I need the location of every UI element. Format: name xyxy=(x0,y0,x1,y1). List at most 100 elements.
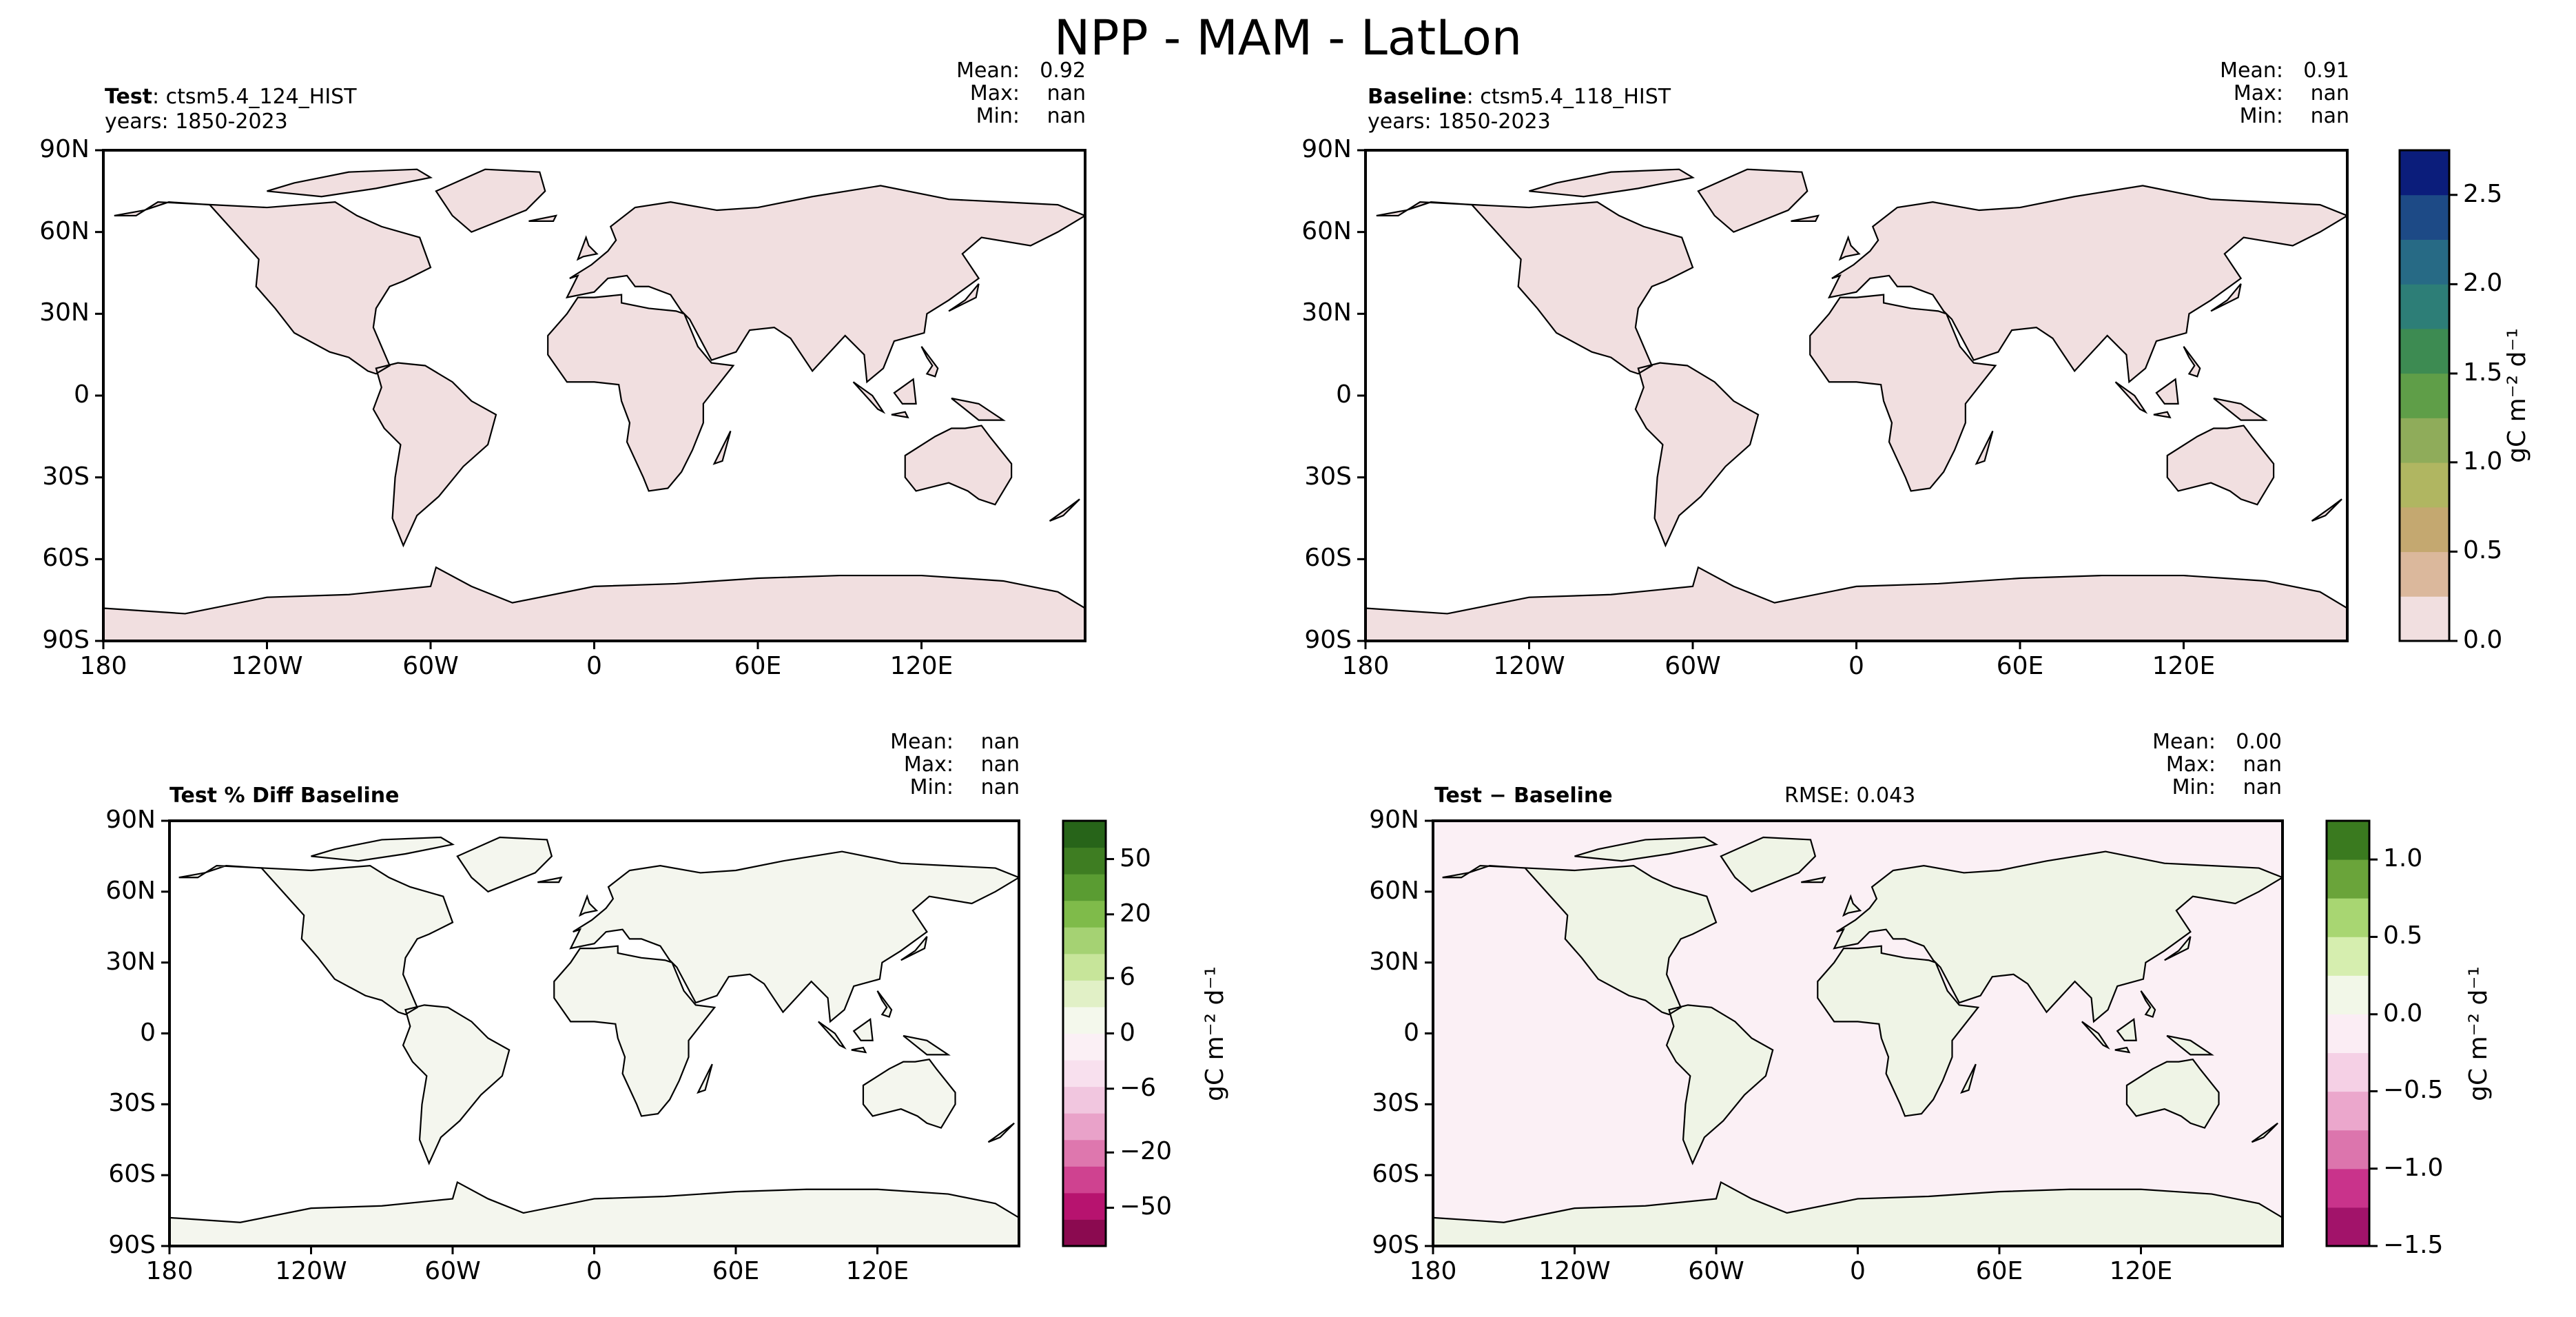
diff-rmse: RMSE: 0.043 xyxy=(1784,784,1916,808)
lon-tick-baseline-1: 120W xyxy=(1493,652,1565,680)
lat-tick-test-5: 60S xyxy=(42,544,90,573)
map-diff xyxy=(1425,819,2284,1254)
figure-title: NPP - MAM - LatLon xyxy=(1053,10,1523,66)
lon-tick-pct-2: 60W xyxy=(424,1257,481,1285)
map-pct xyxy=(161,819,1020,1254)
colorbar-swatch-pct-2 xyxy=(1063,1166,1106,1194)
colorbar-tick-seq-3: 1.0 xyxy=(2463,447,2503,476)
colorbar-frame-abs xyxy=(2325,819,2371,1247)
lat-tick-pct-1: 60N xyxy=(105,876,156,905)
colorbar-swatch-pct-8 xyxy=(1063,1006,1106,1034)
pct-stats: Mean: nan Max: nan Min: nan xyxy=(890,730,1020,799)
baseline-years: years: 1850-2023 xyxy=(1368,110,1551,134)
colorbar-swatch-abs-0 xyxy=(2327,1207,2369,1247)
lon-tick-test-0: 180 xyxy=(79,652,127,680)
colorbar-swatch-pct-9 xyxy=(1063,980,1106,1008)
lon-tick-pct-3: 0 xyxy=(586,1257,602,1285)
colorbar-swatch-seq-10 xyxy=(2400,150,2449,196)
colorbar-label-abs: gC m⁻² d⁻¹ xyxy=(2464,966,2493,1101)
lon-tick-baseline-4: 60E xyxy=(1996,652,2044,680)
lon-tick-pct-4: 60E xyxy=(712,1257,760,1285)
lon-tick-diff-4: 60E xyxy=(1975,1257,2023,1285)
lon-tick-test-4: 60E xyxy=(734,652,782,680)
colorbar-swatch-pct-14 xyxy=(1063,847,1106,875)
map-test xyxy=(95,149,1086,649)
lat-tick-diff-6: 90S xyxy=(1372,1231,1419,1259)
lat-tick-test-1: 60N xyxy=(39,216,90,245)
lon-tick-pct-5: 120E xyxy=(845,1257,909,1285)
pct-title: Test % Diff Baseline xyxy=(169,784,400,808)
colorbar-label-seq: gC m⁻² d⁻¹ xyxy=(2503,328,2531,463)
colorbar-swatch-seq-3 xyxy=(2400,462,2449,508)
colorbar-swatch-pct-11 xyxy=(1063,927,1106,954)
lat-tick-diff-0: 90N xyxy=(1369,806,1419,834)
colorbar-swatch-pct-10 xyxy=(1063,953,1106,981)
lon-tick-test-1: 120W xyxy=(231,652,303,680)
colorbar-tick-pct-3: 0 xyxy=(1120,1018,1135,1047)
colorbar-swatch-abs-1 xyxy=(2327,1168,2369,1208)
colorbar-tick-pct-6: −50 xyxy=(1120,1192,1172,1221)
lat-tick-test-0: 90N xyxy=(39,135,90,163)
colorbar-swatch-pct-12 xyxy=(1063,900,1106,928)
lat-tick-diff-4: 30S xyxy=(1372,1089,1419,1118)
lon-tick-diff-5: 120E xyxy=(2109,1257,2173,1285)
colorbar-swatch-seq-0 xyxy=(2400,596,2449,642)
lat-tick-test-2: 30N xyxy=(39,298,90,327)
lon-tick-test-2: 60W xyxy=(402,652,459,680)
lat-tick-diff-2: 30N xyxy=(1369,947,1419,976)
lat-tick-test-4: 30S xyxy=(42,462,90,491)
lat-tick-baseline-3: 0 xyxy=(1336,380,1352,409)
colorbar-tick-seq-4: 0.5 xyxy=(2463,536,2503,565)
colorbar-swatch-pct-1 xyxy=(1063,1192,1106,1220)
map-baseline xyxy=(1357,149,2349,649)
lat-tick-pct-5: 60S xyxy=(108,1160,156,1189)
colorbar-abs: gC m⁻² d⁻¹ xyxy=(2325,819,2493,1247)
colorbar-swatch-pct-7 xyxy=(1063,1033,1106,1061)
lat-tick-pct-2: 30N xyxy=(105,947,156,976)
colorbar-tick-abs-2: 0.0 xyxy=(2383,999,2423,1028)
colorbar-tick-pct-4: −6 xyxy=(1120,1073,1157,1102)
colorbar-swatch-pct-13 xyxy=(1063,874,1106,901)
colorbar-tick-abs-4: −1.0 xyxy=(2383,1153,2444,1182)
colorbar-frame-seq xyxy=(2398,149,2451,642)
lat-tick-baseline-5: 60S xyxy=(1304,544,1352,573)
colorbar-swatch-abs-6 xyxy=(2327,975,2369,1014)
colorbar-swatch-pct-4 xyxy=(1063,1113,1106,1141)
colorbar-swatch-abs-3 xyxy=(2327,1091,2369,1131)
diff-title: Test − Baseline xyxy=(1434,784,1613,808)
lon-tick-diff-1: 120W xyxy=(1538,1257,1611,1285)
lat-tick-pct-4: 30S xyxy=(108,1089,156,1118)
colorbar-swatch-abs-9 xyxy=(2327,859,2369,899)
colorbar-swatch-seq-9 xyxy=(2400,194,2449,240)
diff-stats: Mean: 0.00 Max: nan Min: nan xyxy=(2152,730,2282,799)
lat-tick-pct-6: 90S xyxy=(108,1231,156,1259)
colorbar-swatch-pct-0 xyxy=(1063,1219,1106,1247)
baseline-title: Baseline: ctsm5.4_118_HIST xyxy=(1368,85,1671,109)
colorbar-tick-abs-0: 1.0 xyxy=(2383,844,2423,873)
lat-tick-test-3: 0 xyxy=(74,380,90,409)
colorbar-swatch-pct-15 xyxy=(1063,821,1106,848)
lon-tick-baseline-3: 0 xyxy=(1848,652,1864,680)
colorbar-swatch-abs-8 xyxy=(2327,898,2369,937)
colorbar-swatch-pct-5 xyxy=(1063,1086,1106,1114)
lat-tick-diff-3: 0 xyxy=(1403,1018,1419,1047)
lon-tick-pct-0: 180 xyxy=(145,1257,194,1285)
lat-tick-baseline-6: 90S xyxy=(1304,626,1352,654)
colorbar-swatch-seq-8 xyxy=(2400,239,2449,285)
lat-tick-baseline-1: 60N xyxy=(1301,216,1352,245)
colorbar-tick-pct-0: 50 xyxy=(1120,844,1151,872)
lon-tick-diff-3: 0 xyxy=(1850,1257,1866,1285)
colorbar-tick-abs-5: −1.5 xyxy=(2383,1231,2444,1259)
lat-tick-diff-1: 60N xyxy=(1369,876,1419,905)
colorbar-label-pct: gC m⁻² d⁻¹ xyxy=(1201,966,1229,1101)
colorbar-tick-pct-2: 6 xyxy=(1120,963,1135,992)
colorbar-swatch-seq-2 xyxy=(2400,507,2449,553)
test-stats: Mean: 0.92 Max: nan Min: nan xyxy=(956,59,1086,128)
lon-tick-baseline-0: 180 xyxy=(1341,652,1390,680)
colorbar-tick-pct-1: 20 xyxy=(1120,899,1151,928)
colorbar-swatch-abs-7 xyxy=(2327,937,2369,976)
colorbar-seq: gC m⁻² d⁻¹ xyxy=(2398,149,2531,642)
colorbar-swatch-pct-6 xyxy=(1063,1060,1106,1088)
lon-tick-baseline-2: 60W xyxy=(1665,652,1721,680)
